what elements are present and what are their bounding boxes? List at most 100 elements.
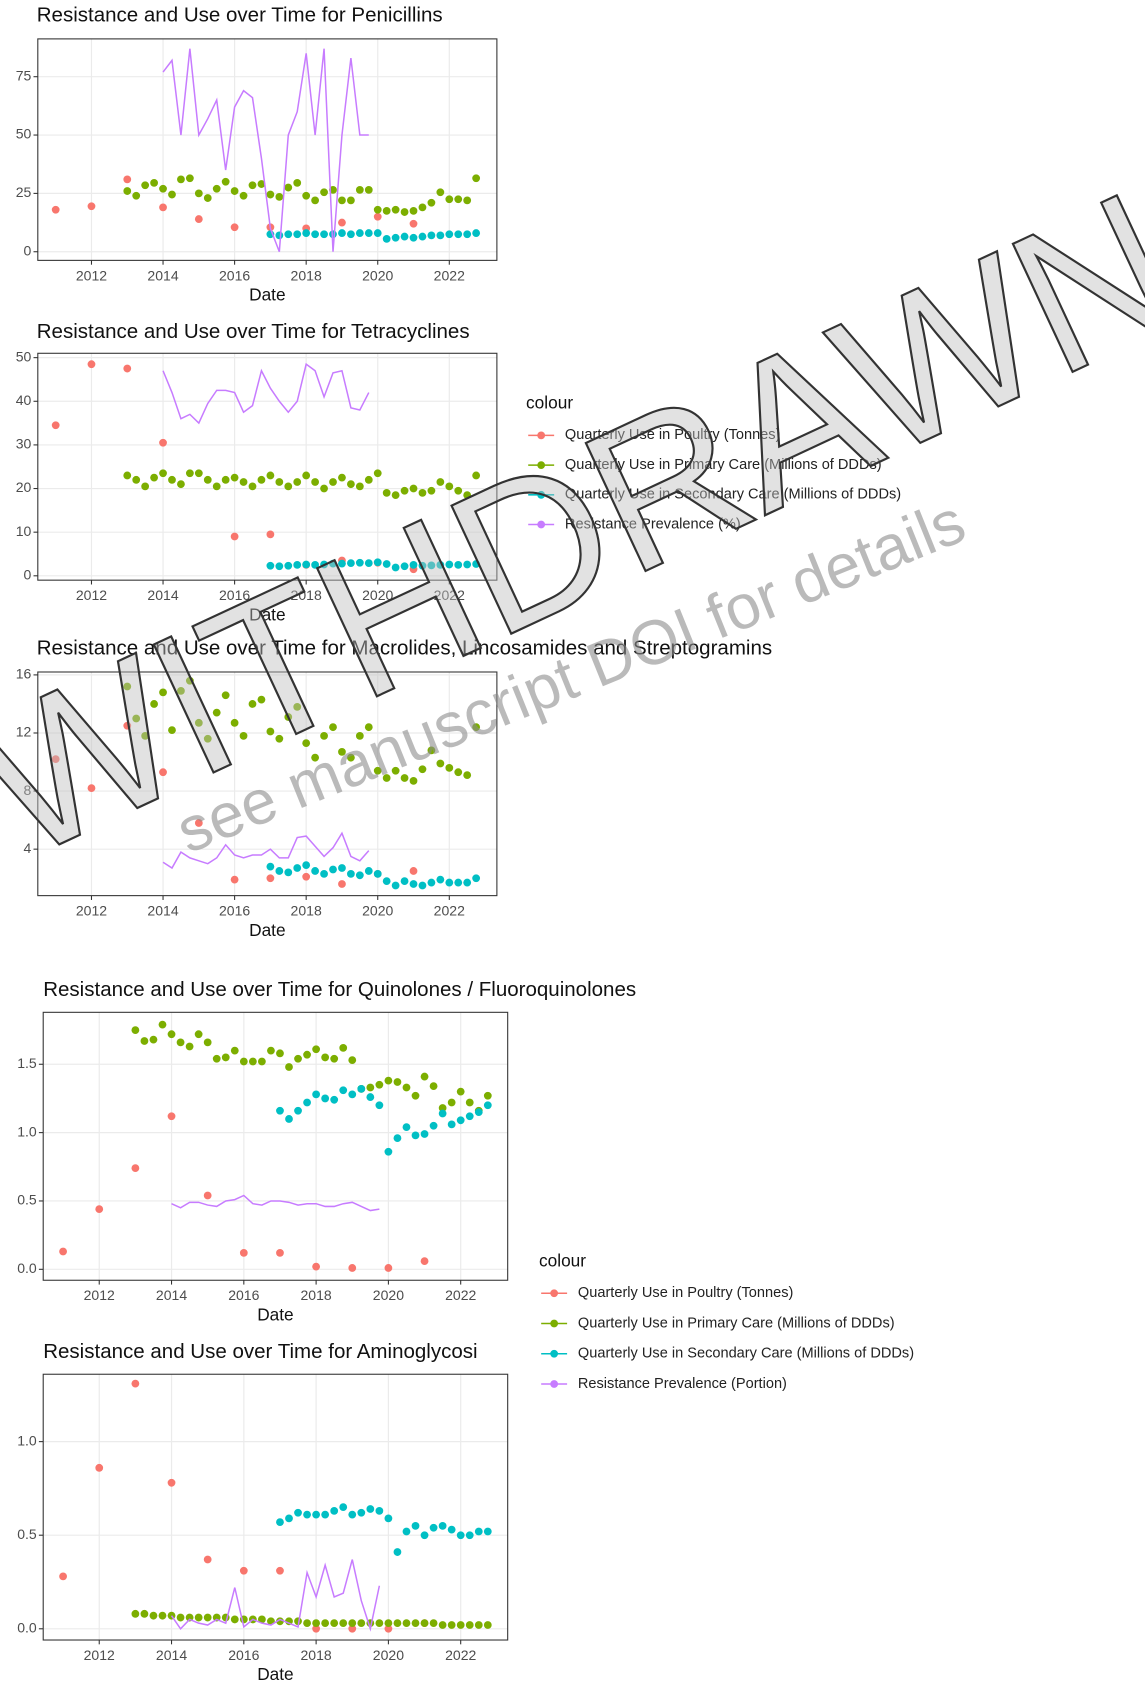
data-point <box>266 561 275 570</box>
y-tick-label: 50 <box>16 348 32 364</box>
y-tick-label: 40 <box>16 392 32 408</box>
data-point <box>465 1112 474 1121</box>
data-point <box>312 1624 321 1633</box>
data-point <box>248 181 257 190</box>
y-tick-label: 8 <box>24 782 32 798</box>
x-axis-label: Date <box>257 1664 293 1684</box>
data-point <box>472 174 481 183</box>
data-point <box>445 560 454 569</box>
data-point <box>276 1049 284 1058</box>
marks <box>51 48 481 253</box>
data-point <box>320 484 328 493</box>
data-point <box>348 1624 357 1633</box>
data-point <box>303 1050 311 1059</box>
data-point <box>312 1619 321 1628</box>
data-point <box>436 561 445 569</box>
data-point <box>436 231 445 240</box>
data-point <box>267 1046 275 1055</box>
data-point <box>438 1621 447 1629</box>
data-point <box>185 676 194 685</box>
data-point <box>266 471 275 480</box>
data-point <box>221 177 230 186</box>
data-point <box>230 875 239 884</box>
data-point <box>285 1063 293 1071</box>
data-point <box>284 230 293 239</box>
data-point <box>321 1094 330 1103</box>
legend-label: Quarterly Use in Primary Care (Millions … <box>565 457 882 473</box>
data-point <box>463 196 472 205</box>
data-point <box>302 739 311 748</box>
data-point <box>239 478 248 486</box>
data-point <box>132 714 141 723</box>
data-point <box>95 1463 104 1472</box>
data-point <box>294 1106 302 1115</box>
plot-border <box>37 671 498 897</box>
data-point <box>330 1619 339 1628</box>
data-point <box>230 1615 239 1624</box>
data-point <box>347 196 355 205</box>
data-point <box>284 183 293 192</box>
data-point <box>373 212 382 221</box>
data-point <box>463 878 472 887</box>
data-point <box>474 1527 483 1536</box>
data-point <box>436 478 445 486</box>
data-point <box>338 864 346 872</box>
data-point <box>311 867 320 875</box>
data-point <box>373 469 382 478</box>
data-point <box>194 819 203 827</box>
data-point <box>321 1619 330 1628</box>
data-point <box>293 864 302 872</box>
data-point <box>447 1621 456 1629</box>
data-point <box>51 755 60 764</box>
data-point <box>131 1609 140 1618</box>
y-tick-label: 0 <box>24 567 32 583</box>
y-tick-label: 75 <box>16 67 32 83</box>
data-point <box>429 1121 438 1130</box>
legend-key-point <box>550 1319 559 1328</box>
data-point <box>266 862 275 871</box>
data-point <box>384 1624 393 1633</box>
legend-label: Resistance Prevalence (%) <box>565 516 741 532</box>
data-point <box>420 1072 429 1081</box>
legend-label: Quarterly Use in Poultry (Tonnes) <box>578 1285 793 1301</box>
chart-panel: Resistance and Use over Time for Aminogl… <box>17 1340 509 1684</box>
data-point <box>239 1249 248 1257</box>
data-point <box>203 1038 212 1047</box>
data-point <box>411 1619 420 1628</box>
data-point <box>391 491 400 499</box>
data-point <box>266 874 275 883</box>
data-point <box>177 175 185 184</box>
data-point <box>212 184 221 193</box>
data-point <box>445 763 454 772</box>
data-point <box>140 1609 149 1618</box>
data-point <box>348 1056 357 1065</box>
data-point <box>373 869 382 878</box>
x-tick-label: 2012 <box>76 903 107 919</box>
data-point <box>382 235 391 243</box>
data-point <box>472 471 481 480</box>
chart-panel: Resistance and Use over Time for Quinolo… <box>17 978 636 1324</box>
data-point <box>427 231 436 240</box>
chart-title: Resistance and Use over Time for Aminogl… <box>43 1340 477 1363</box>
data-point <box>123 682 132 691</box>
data-point <box>393 1548 402 1556</box>
data-point <box>445 195 454 204</box>
data-point <box>347 480 355 489</box>
data-point <box>284 482 293 491</box>
data-point <box>472 229 481 237</box>
data-point <box>221 1053 230 1062</box>
data-point <box>465 1098 474 1107</box>
x-axis-label: Date <box>257 1304 293 1324</box>
data-point <box>141 181 150 190</box>
data-point <box>429 1619 438 1628</box>
data-point <box>456 1531 465 1540</box>
data-point <box>212 1054 221 1063</box>
x-tick-label: 2022 <box>445 1287 476 1303</box>
data-point <box>293 178 302 187</box>
x-tick-label: 2012 <box>84 1647 115 1663</box>
data-point <box>275 193 284 201</box>
data-point <box>203 475 212 484</box>
data-point <box>276 1518 284 1526</box>
data-point <box>338 196 346 205</box>
